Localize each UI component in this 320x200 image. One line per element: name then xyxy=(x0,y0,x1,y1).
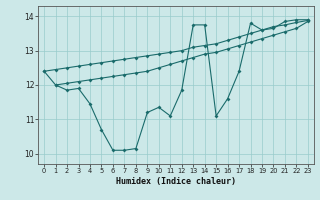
X-axis label: Humidex (Indice chaleur): Humidex (Indice chaleur) xyxy=(116,177,236,186)
